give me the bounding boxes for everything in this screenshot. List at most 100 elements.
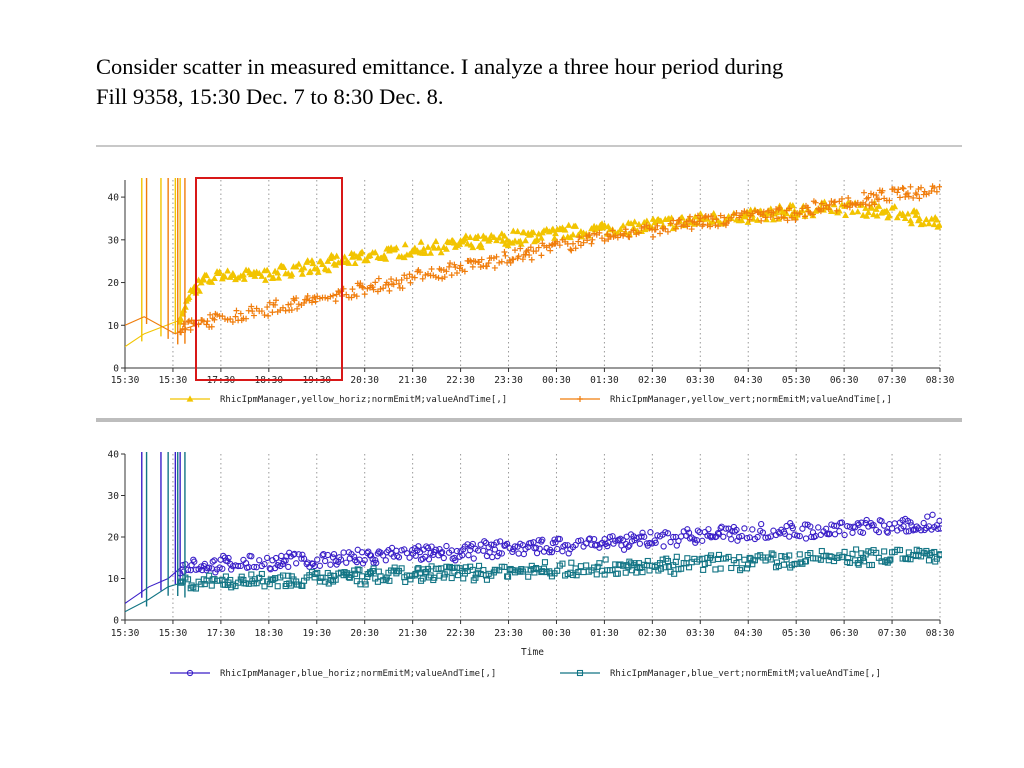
data-point (392, 244, 400, 251)
x-tick-label: 18:30 (255, 628, 284, 639)
data-point (733, 526, 740, 534)
data-point (394, 552, 401, 560)
data-point (388, 276, 395, 283)
data-point (507, 259, 514, 266)
data-point (432, 237, 440, 245)
data-point (930, 220, 938, 228)
data-point (913, 191, 920, 198)
data-point (774, 215, 780, 222)
data-point (279, 304, 286, 311)
x-tick-label: 02:30 (638, 628, 667, 639)
data-point (313, 265, 321, 272)
data-point (322, 557, 329, 565)
x-tick-label: 08:30 (926, 628, 955, 639)
slide-text-line-1: Consider scatter in measured emittance. … (96, 54, 784, 79)
data-point (802, 558, 810, 565)
data-point (573, 572, 580, 579)
data-point (398, 565, 405, 572)
data-point (359, 560, 367, 567)
data-point (435, 244, 442, 251)
data-point (664, 557, 671, 565)
data-point (551, 234, 558, 241)
data-point (776, 204, 783, 211)
data-point (647, 529, 654, 536)
data-point (312, 298, 319, 305)
data-point (474, 232, 482, 239)
data-point (899, 184, 906, 191)
data-point (883, 528, 890, 535)
legend-1: RhicIpmManager,yellow_horiz;normEmitM;va… (170, 395, 892, 405)
data-point (875, 196, 882, 203)
data-point (936, 183, 942, 190)
data-point (841, 202, 848, 209)
data-point (904, 190, 911, 197)
data-point (760, 208, 767, 215)
x-axis-label: Time (521, 647, 544, 658)
data-point (330, 292, 337, 299)
data-point (554, 545, 561, 553)
data-point (633, 569, 640, 576)
data-point (705, 213, 712, 220)
data-point (477, 263, 484, 270)
data-point (916, 195, 923, 202)
data-point (556, 535, 563, 543)
legend-entry: RhicIpmManager,blue_horiz;normEmitM;valu… (220, 669, 496, 679)
data-point (228, 566, 235, 573)
data-point (180, 320, 187, 327)
data-point (893, 214, 901, 221)
data-point (375, 275, 382, 282)
data-point (449, 564, 456, 572)
data-point (351, 553, 358, 560)
data-point (261, 312, 268, 319)
data-point (504, 573, 512, 580)
x-tick-label: 04:30 (734, 628, 763, 639)
data-point (712, 222, 719, 229)
data-point (203, 271, 210, 279)
data-point (630, 224, 638, 231)
x-tick-label: 07:30 (878, 375, 907, 386)
data-point (568, 559, 575, 566)
data-point (382, 557, 389, 564)
data-point (577, 537, 585, 544)
data-point (583, 233, 590, 240)
data-point (332, 576, 339, 583)
data-point (868, 204, 876, 211)
data-point (501, 249, 508, 256)
data-point (873, 192, 880, 199)
data-point (399, 285, 406, 292)
data-point (440, 267, 447, 274)
data-point (684, 555, 691, 562)
data-point (841, 548, 848, 555)
data-point (462, 564, 469, 571)
data-point (351, 259, 359, 267)
data-point (556, 242, 563, 249)
data-point (457, 262, 464, 269)
data-point (910, 194, 917, 201)
data-point (922, 215, 930, 223)
data-point (380, 552, 387, 559)
data-point (564, 240, 571, 247)
data-point (293, 295, 300, 302)
data-point (646, 539, 653, 547)
data-point (635, 220, 643, 227)
data-point (377, 285, 384, 292)
data-point (568, 247, 575, 254)
data-point (248, 303, 255, 310)
data-point (836, 528, 843, 535)
data-point (762, 214, 769, 221)
data-point (517, 245, 524, 252)
data-point (866, 202, 873, 209)
data-point (512, 247, 519, 254)
data-point (430, 244, 438, 251)
data-point (314, 268, 322, 275)
data-point (525, 247, 532, 254)
data-point (860, 558, 868, 565)
data-point (639, 569, 646, 576)
data-point (469, 243, 477, 251)
data-point (496, 538, 504, 545)
data-point (291, 550, 298, 558)
data-point (884, 529, 891, 536)
data-point (452, 557, 459, 564)
data-point (786, 552, 793, 559)
data-point (220, 552, 227, 560)
